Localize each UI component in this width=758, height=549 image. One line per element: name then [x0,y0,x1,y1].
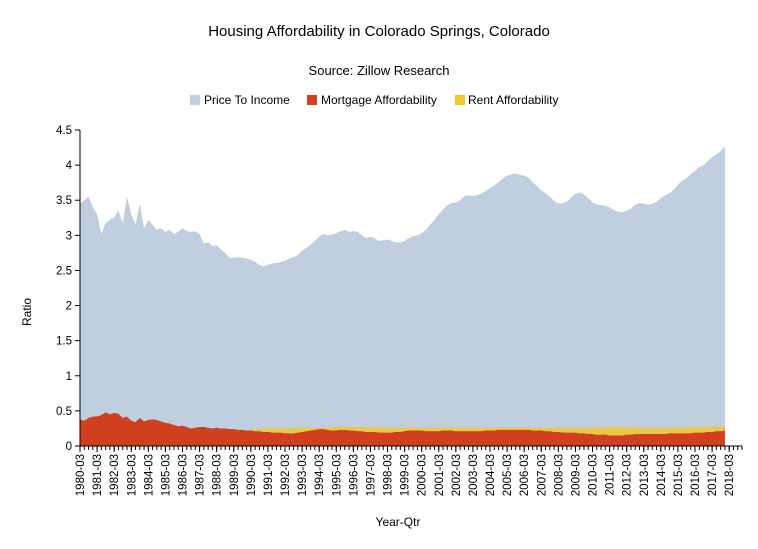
x-tick-label: 1990-03 [246,454,258,496]
x-tick-label: 2012-03 [622,454,634,496]
x-axis: 1980-03 1981-03 1982-03 1983-03 1984-03 1985-… [75,445,743,496]
x-tick-label: 2007-03 [536,454,548,496]
x-tick-label: 2018-03 [724,454,736,496]
x-tick-label: 2017-03 [707,454,719,496]
x-tick-label: 2002-03 [451,454,463,496]
legend-swatch-mortgage-affordability [307,95,317,105]
y-tick-label: 0.5 [56,406,72,418]
legend: Price To Income Mortgage Affordability R… [190,93,559,107]
x-tick-label: 1988-03 [212,454,224,496]
x-tick-label: 2005-03 [502,454,514,496]
x-tick-label: 1984-03 [143,454,155,496]
x-tick-label: 2003-03 [468,454,480,496]
y-tick-label: 0 [66,441,72,453]
y-tick-label: 2.5 [56,265,72,277]
x-tick-label: 2004-03 [485,454,497,496]
x-tick-label: 1992-03 [280,454,292,496]
x-tick-label: 1981-03 [92,454,104,496]
x-tick-label: 1996-03 [348,454,360,496]
x-tick-label: 1994-03 [314,454,326,496]
x-tick-label: 2013-03 [639,454,651,496]
x-tick-label: 2016-03 [690,454,702,496]
legend-swatch-price-to-income [190,95,200,105]
x-tick-label: 2014-03 [656,454,668,496]
x-tick-label: 2008-03 [553,454,565,496]
legend-label-price-to-income: Price To Income [204,93,290,107]
x-tick-label: 1997-03 [365,454,377,496]
x-tick-label: 2011-03 [605,454,617,495]
y-tick-label: 4 [66,160,73,172]
x-tick-label: 2015-03 [673,454,685,496]
x-tick-label: 1980-03 [75,454,87,496]
y-axis-title: Ratio [20,298,34,326]
x-tick-label: 1991-03 [263,454,275,496]
x-tick-label: 1982-03 [109,454,121,496]
x-tick-label: 2001-03 [434,454,446,496]
x-tick-label: 1987-03 [195,454,207,496]
y-tick-label: 2 [66,301,72,313]
x-axis-title: Year-Qtr [376,515,421,529]
price-to-income-area [80,146,725,446]
legend-swatch-rent-affordability [455,95,465,105]
y-tick-label: 3 [66,230,72,242]
mortgage-affordability-area [80,412,725,446]
plot-area [80,146,725,446]
x-tick-label: 1985-03 [160,454,172,496]
legend-label-mortgage-affordability: Mortgage Affordability [321,93,437,107]
x-tick-label: 1986-03 [178,454,190,496]
y-tick-label: 1.5 [56,336,72,348]
x-tick-label: 1993-03 [297,454,309,496]
x-tick-label: 2000-03 [417,454,429,496]
x-tick-label: 1999-03 [400,454,412,496]
chart-title: Housing Affordability in Colorado Spring… [208,23,550,40]
y-tick-label: 3.5 [56,195,72,207]
x-tick-label: 2010-03 [588,454,600,496]
y-tick-label: 1 [66,371,72,383]
x-tick-label: 1998-03 [383,454,395,496]
x-tick-label: 2009-03 [570,454,582,496]
chart-subtitle: Source: Zillow Research [309,63,450,78]
x-tick-label: 1983-03 [126,454,138,496]
y-tick-label: 4.5 [56,125,72,137]
x-tick-label: 2006-03 [519,454,531,496]
x-tick-label: 1995-03 [331,454,343,496]
x-tick-label: 1989-03 [229,454,241,496]
y-axis: 0 0.5 1 1.5 2 2.5 3 3.5 4 4.5 [56,125,81,453]
legend-label-rent-affordability: Rent Affordability [468,93,559,107]
